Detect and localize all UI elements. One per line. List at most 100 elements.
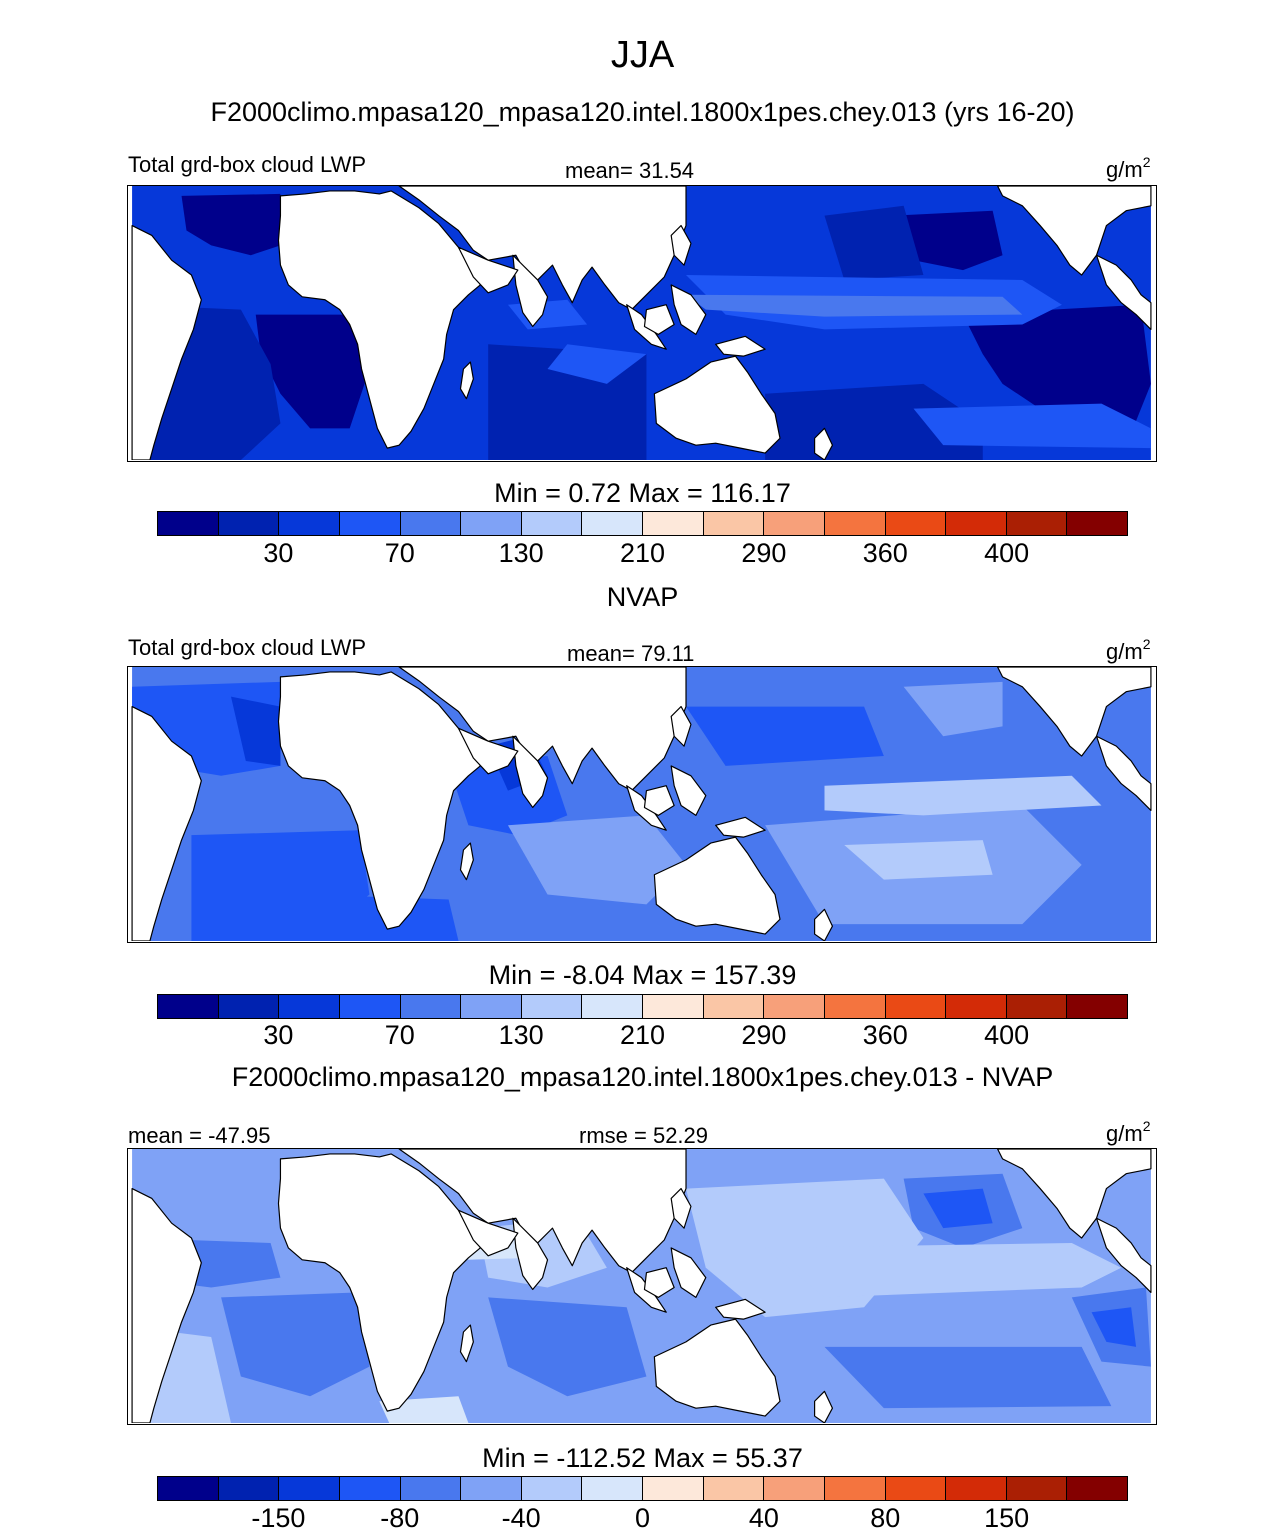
landmass-southamerica — [131, 1187, 202, 1423]
colorbar-cell — [643, 1477, 704, 1500]
colorbar-cell — [764, 995, 825, 1018]
landmass-nz — [814, 427, 834, 460]
panel-1-minmax: Min = 0.72 Max = 116.17 — [494, 478, 791, 508]
colorbar-tick-label: 400 — [984, 1020, 1030, 1050]
panel-1-colorbar — [157, 511, 1128, 536]
landmass-india — [512, 1217, 549, 1291]
colorbar-cell — [703, 512, 765, 535]
colorbar-cell — [946, 995, 1007, 1018]
colorbar-cell — [764, 512, 825, 535]
colorbar-cell — [1067, 1477, 1127, 1500]
colorbar-cell — [521, 512, 583, 535]
field-contour-region — [962, 304, 1151, 434]
colorbar-tick-label: 290 — [741, 1020, 787, 1050]
colorbar-cell — [400, 512, 462, 535]
colorbar-cell — [703, 1477, 765, 1500]
panel-2-colorbar — [157, 994, 1128, 1019]
colorbar-cell — [158, 1477, 219, 1500]
field-contour-region — [824, 775, 1102, 816]
landmass-eurasia — [398, 1149, 687, 1274]
field-contour-region — [913, 403, 1151, 449]
field-contour-region — [1091, 1307, 1137, 1347]
panel-2-units: g/m2 — [1106, 636, 1151, 664]
colorbar-tick-label: 80 — [870, 1503, 901, 1533]
landmass-borneo — [643, 1267, 675, 1298]
landmass-seasia2 — [670, 1247, 707, 1298]
colorbar-cell — [643, 995, 704, 1018]
panel-3-heading: F2000climo.mpasa120_mpasa120.intel.1800x… — [231, 1062, 1054, 1092]
panel-1-heading: F2000climo.mpasa120_mpasa120.intel.1800x… — [210, 97, 1075, 127]
colorbar-cell — [279, 1477, 340, 1500]
field-contour-region — [686, 706, 884, 766]
colorbar-cell — [218, 1477, 280, 1500]
panel-3-rmse-label: rmse = 52.29 — [579, 1123, 709, 1148]
landmass-africa — [277, 671, 481, 930]
colorbar-cell — [1006, 995, 1068, 1018]
landmass-africa — [277, 1153, 481, 1412]
panel-2-variable-label: Total grd-box cloud LWP — [128, 635, 367, 660]
colorbar-cell — [643, 512, 704, 535]
colorbar-cell — [824, 995, 886, 1018]
field-contour-region — [488, 1297, 647, 1397]
colorbar-cell — [461, 512, 522, 535]
colorbar-tick-label: 40 — [748, 1503, 779, 1533]
landmass-namerica_nw — [997, 1149, 1152, 1239]
landmass-southamerica — [131, 705, 202, 941]
panel-1-mean-label: mean= 31.54 — [565, 158, 695, 183]
colorbar-tick-label: 150 — [984, 1503, 1030, 1533]
landmass-india — [512, 735, 549, 809]
panel-3-units: g/m2 — [1106, 1118, 1151, 1146]
colorbar-tick-label: 290 — [741, 538, 787, 568]
landmass-eurasia — [398, 186, 687, 311]
colorbar-tick-label: 0 — [634, 1503, 651, 1533]
landmass-seasia2 — [670, 765, 707, 816]
colorbar-tick-label: 360 — [862, 538, 908, 568]
landmass-arabia — [457, 246, 519, 294]
panel-2-minmax: Min = -8.04 Max = 157.39 — [488, 960, 797, 990]
field-contour-region — [765, 1242, 1122, 1298]
landmass-nz — [814, 908, 834, 941]
landmass-india — [512, 254, 549, 328]
field-contour-region — [903, 681, 1003, 737]
colorbar-tick-label: -40 — [501, 1503, 541, 1533]
landmass-borneo — [643, 304, 675, 335]
landmass-arabia — [457, 1209, 519, 1257]
panel-3-colorbar — [157, 1476, 1128, 1501]
field-contour-region — [923, 1188, 993, 1229]
landmass-arabia — [457, 727, 519, 775]
figure-title: JJA — [610, 34, 675, 76]
colorbar-cell — [885, 1477, 947, 1500]
colorbar-cell — [1067, 512, 1127, 535]
panel-1-map — [127, 185, 1157, 462]
landmass-newguinea — [715, 335, 766, 357]
colorbar-tick-label: 30 — [263, 538, 294, 568]
landmass-japan — [670, 1187, 692, 1229]
colorbar-cell — [279, 995, 340, 1018]
field-contour-region — [230, 696, 281, 766]
landmass-centralam — [1095, 735, 1152, 812]
landmass-namerica_nw — [997, 186, 1152, 276]
landmass-japan — [670, 224, 692, 266]
colorbar-cell — [158, 512, 219, 535]
colorbar-cell — [824, 1477, 886, 1500]
colorbar-tick-label: 400 — [984, 538, 1030, 568]
colorbar-tick-label: -150 — [251, 1503, 306, 1533]
colorbar-tick-label: 210 — [619, 1020, 666, 1050]
field-contour-region — [221, 1292, 370, 1397]
panel-3-minmax: Min = -112.52 Max = 55.37 — [482, 1443, 803, 1473]
colorbar-cell — [824, 512, 886, 535]
panel-1-variable-label: Total grd-box cloud LWP — [128, 152, 367, 177]
field-contour-region — [844, 840, 993, 880]
colorbar-cell — [946, 1477, 1007, 1500]
landmass-australia — [653, 836, 781, 935]
landmass-namerica_nw — [997, 667, 1152, 757]
landmass-australia — [653, 1318, 781, 1417]
colorbar-cell — [400, 1477, 462, 1500]
colorbar-tick-label: 30 — [263, 1020, 294, 1050]
colorbar-cell — [279, 512, 340, 535]
colorbar-tick-label: -80 — [380, 1503, 420, 1533]
colorbar-cell — [764, 1477, 825, 1500]
landmass-australia — [653, 355, 781, 454]
landmass-centralam — [1095, 1217, 1152, 1294]
landmass-southamerica — [131, 224, 202, 460]
